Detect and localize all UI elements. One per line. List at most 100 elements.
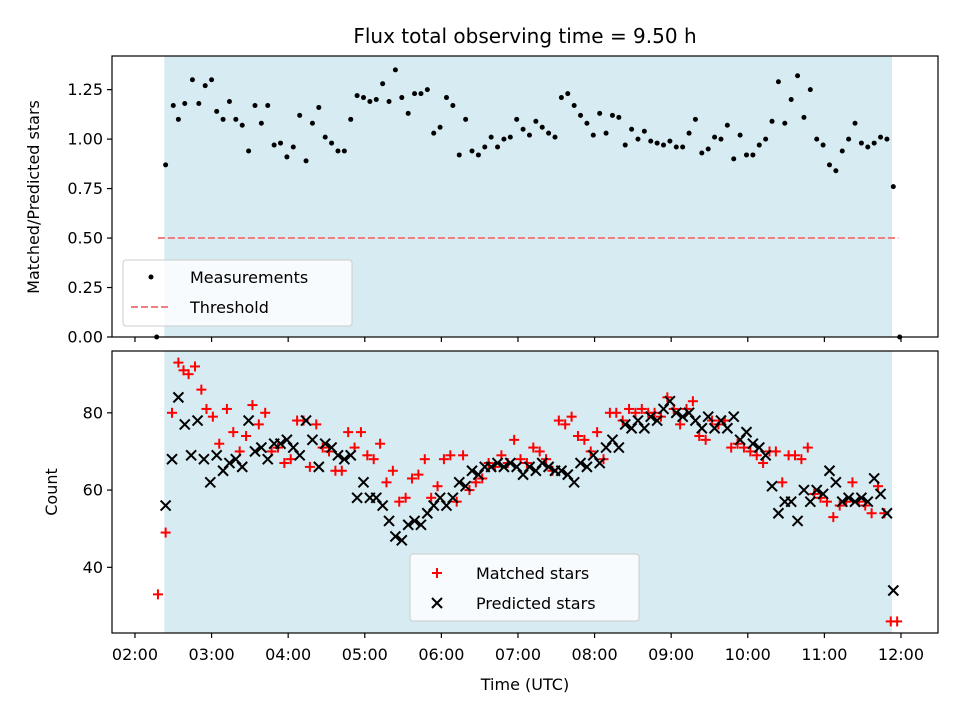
bottom-series-1-point-21 — [285, 454, 296, 465]
bottom-series-2-point-113 — [881, 507, 893, 519]
top-series-1-point-103 — [814, 136, 820, 142]
top-series-1-point-81 — [673, 144, 679, 150]
top-series-1-point-69 — [597, 110, 603, 116]
bottom-series-2-point-99 — [791, 515, 804, 527]
top-series-1-point-24 — [309, 120, 315, 126]
bottom-series-1-point-63 — [553, 415, 564, 426]
top-series-1-point-93 — [750, 152, 756, 158]
top-series-1-point-104 — [820, 142, 826, 148]
bottom-y-tick-label-0: 40 — [83, 558, 103, 577]
bottom-series-2-point-0 — [159, 499, 172, 512]
top-series-1-point-8 — [209, 77, 215, 83]
bottom-series-2-point-14 — [249, 445, 261, 458]
top-series-1-point-107 — [839, 148, 845, 154]
bottom-series-1-point-10 — [214, 438, 225, 449]
x-tick-label-4: 06:00 — [418, 645, 464, 664]
bottom-series-2-point-109 — [855, 492, 868, 504]
bottom-series-1-point-101 — [796, 454, 807, 465]
bottom-series-1-point-65 — [566, 411, 577, 422]
top-series-1-point-71 — [609, 112, 615, 118]
bottom-series-1-point-85 — [694, 430, 705, 441]
bottom-series-1-point-12 — [228, 427, 239, 438]
top-series-1-point-94 — [756, 142, 762, 148]
top-series-1-point-99 — [788, 97, 794, 103]
top-series-1-point-12 — [233, 116, 239, 122]
bottom-series-2-point-48 — [466, 465, 478, 477]
top-series-1-point-16 — [258, 120, 264, 126]
x-tick-label-5: 07:00 — [495, 645, 541, 664]
bottom-series-1-point-44 — [432, 481, 443, 492]
top-series-1-point-114 — [884, 136, 890, 142]
bottom-series-2-point-103 — [817, 488, 829, 500]
bottom-series-2-point-79 — [664, 395, 676, 407]
bottom-series-1-point-48 — [458, 450, 469, 461]
top-series-1-point-14 — [246, 148, 252, 154]
top-series-1-point-36 — [386, 99, 392, 105]
top-series-1-point-68 — [590, 132, 596, 138]
bottom-series-1-point-112 — [866, 508, 877, 519]
bottom-series-1-point-116 — [892, 616, 903, 627]
x-tick-label-7: 09:00 — [648, 645, 694, 664]
bottom-series-2-point-29 — [345, 449, 357, 462]
bottom-series-1-point-0 — [152, 589, 163, 600]
bottom-series-1-point-38 — [394, 496, 405, 507]
x-axis-label: Time (UTC) — [480, 675, 569, 694]
bottom-series-1-point-45 — [438, 454, 449, 465]
top-series-1-point-45 — [443, 95, 449, 101]
top-y-tick-label-2: 0.50 — [67, 229, 103, 248]
x-tick-label-0: 02:00 — [112, 645, 158, 664]
bottom-series-2-point-108 — [849, 495, 861, 508]
top-series-1-point-34 — [373, 97, 379, 103]
x-tick-label-1: 03:00 — [189, 645, 235, 664]
top-series-1-point-23 — [303, 158, 309, 164]
top-series-1-point-57 — [520, 126, 526, 132]
bottom-series-2-point-106 — [836, 495, 848, 508]
bottom-series-1-point-66 — [572, 430, 583, 441]
top-series-1-point-3 — [175, 116, 181, 122]
bottom-series-2-point-76 — [645, 410, 657, 423]
top-axes-frame — [111, 55, 939, 338]
bottom-series-2-point-81 — [676, 410, 689, 423]
top-series-1-point-52 — [488, 134, 494, 140]
bottom-series-2-point-72 — [619, 418, 631, 431]
bottom-series-1-point-34 — [368, 454, 379, 465]
bottom-series-1-point-86 — [700, 434, 711, 445]
bottom-series-2-point-40 — [415, 519, 427, 531]
bottom-series-2-point-5 — [191, 414, 204, 427]
bottom-series-1-point-74 — [624, 403, 635, 414]
bottom-legend: Matched stars Predicted stars — [409, 553, 640, 622]
bottom-series-1-point-1 — [160, 527, 171, 538]
bottom-series-1-point-6 — [189, 361, 200, 372]
top-series-1-point-76 — [641, 128, 647, 134]
bottom-series-2-point-107 — [842, 492, 855, 504]
top-series-1-point-66 — [578, 112, 584, 118]
bottom-series-1-point-29 — [336, 465, 347, 476]
top-series-1-point-60 — [539, 124, 545, 130]
top-series-1-point-20 — [284, 154, 290, 160]
top-series-1-point-22 — [297, 112, 303, 118]
top-series-1-point-35 — [380, 81, 386, 87]
bottom-series-2-point-10 — [223, 457, 236, 469]
bottom-series-2-point-77 — [651, 414, 663, 427]
bottom-series-1-point-72 — [611, 407, 622, 418]
top-series-1-point-55 — [507, 134, 513, 140]
bottom-series-2-point-34 — [376, 499, 389, 512]
top-series-1-point-84 — [692, 116, 698, 122]
top-series-1-point-85 — [699, 150, 705, 156]
predicted-stars-legend-label: Predicted stars — [476, 594, 596, 613]
top-series-1-point-9 — [214, 108, 220, 114]
bottom-series-2-point-65 — [574, 457, 587, 469]
bottom-series-2-point-27 — [332, 449, 344, 462]
bottom-series-2-point-110 — [862, 495, 874, 508]
bottom-series-1-point-35 — [375, 438, 386, 449]
bottom-series-1-point-20 — [279, 458, 290, 469]
bottom-series-2-point-66 — [581, 461, 593, 473]
bottom-series-1-point-46 — [445, 450, 456, 461]
bottom-series-2-point-13 — [242, 414, 255, 427]
bottom-series-2 — [159, 391, 900, 597]
top-series-1-point-28 — [335, 148, 341, 154]
bottom-series-1-point-14 — [241, 430, 252, 441]
bottom-series-2-point-35 — [383, 515, 395, 527]
bottom-series-1-point-30 — [343, 427, 354, 438]
top-series-1 — [154, 67, 903, 340]
